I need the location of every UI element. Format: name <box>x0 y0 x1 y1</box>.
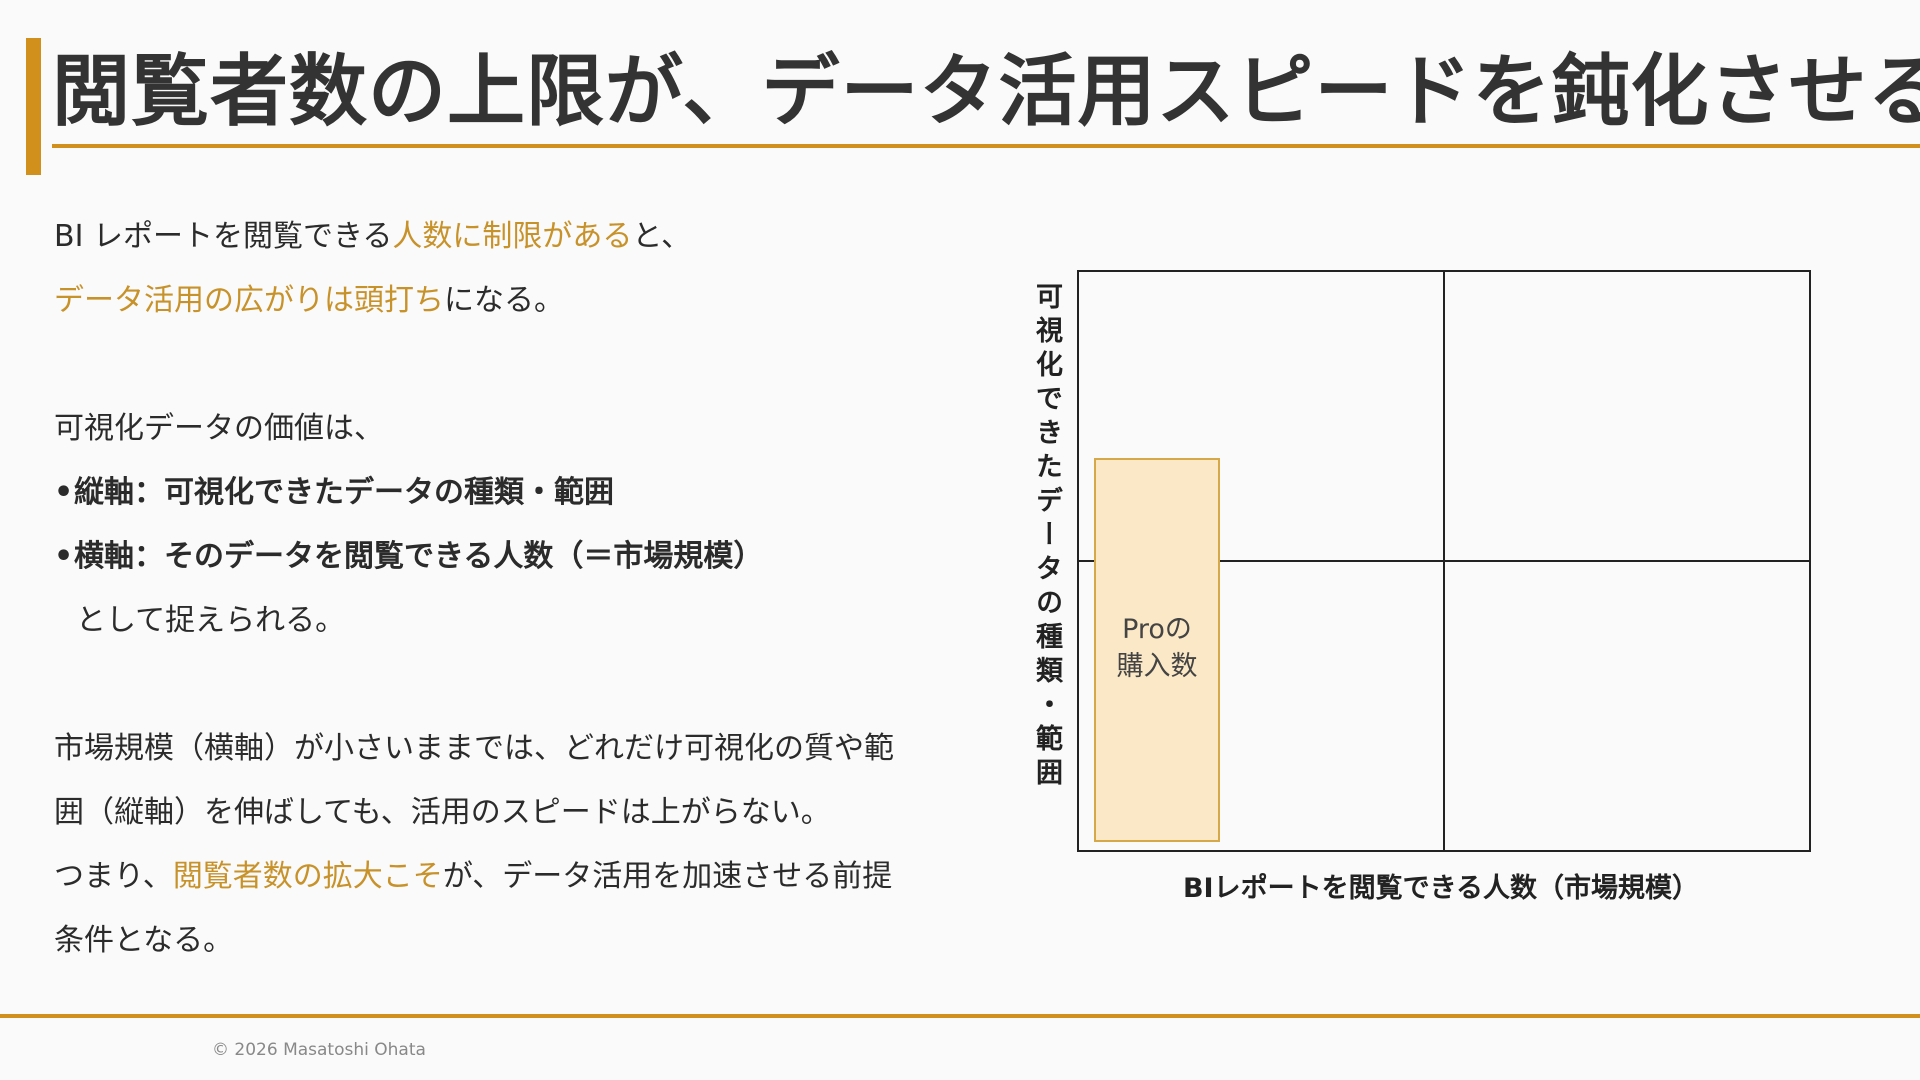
footer-rule <box>0 1014 1920 1018</box>
paragraph-6: つまり、閲覧者数の拡大こそが、データ活用を加速させる前提 <box>54 845 974 909</box>
spacer <box>54 333 974 397</box>
paragraph-3: 可視化データの価値は、 <box>54 411 384 446</box>
title-accent-bar <box>26 38 41 175</box>
p6-text-b: が、データ活用を加速させる前提 <box>442 859 893 894</box>
bullet-dot: • <box>54 475 74 510</box>
p2-highlight: データ活用の広がりは頭打ち <box>54 283 444 318</box>
bullet-vertical-axis: •縦軸：可視化できたデータの種類・範囲 <box>54 461 974 525</box>
slide-title: 閲覧者数の上限が、データ活用スピードを鈍化させる <box>52 44 1920 148</box>
p6-text-a: つまり、 <box>54 859 173 894</box>
paragraph-2: データ活用の広がりは頭打ちになる。 <box>54 269 974 333</box>
bullet-horizontal-axis: •横軸：そのデータを閲覧できる人数（＝市場規模） <box>54 525 974 589</box>
chart-y-axis-label: 可視化できたデータの種類・範囲 <box>1031 282 1062 792</box>
pro-purchase-box <box>1094 458 1220 842</box>
p1-text-b: と、 <box>632 219 692 254</box>
p2-text-b: になる。 <box>444 283 564 318</box>
paragraph-1: BI レポートを閲覧できる人数に制限があると、 <box>54 205 974 269</box>
p1-text-a: BI レポートを閲覧できる <box>54 219 393 254</box>
box-label-line-1: Proの <box>1122 614 1192 645</box>
bullet1-text: 縦軸：可視化できたデータの種類・範囲 <box>74 475 614 510</box>
body-text: BI レポートを閲覧できる人数に制限があると、 データ活用の広がりは頭打ちになる… <box>54 205 974 973</box>
copyright-footer: © 2026 Masatoshi Ohata <box>212 1040 426 1060</box>
box-label-line-2: 購入数 <box>1117 651 1198 682</box>
paragraph-6-line-2: 条件となる。 <box>54 923 234 958</box>
spacer <box>54 653 974 717</box>
paragraph-4: として捉えられる。 <box>76 603 346 638</box>
p6-highlight: 閲覧者数の拡大こそ <box>172 859 443 894</box>
paragraph-5-line-2: 囲（縦軸）を伸ばしても、活用のスピードは上がらない。 <box>54 795 831 830</box>
chart-x-axis-label: BIレポートを閲覧できる人数（市場規模） <box>1182 873 1700 904</box>
p1-highlight: 人数に制限がある <box>392 219 633 254</box>
quadrant-chart: Proの 購入数 <box>1077 270 1811 852</box>
bullet2-text: 横軸：そのデータを閲覧できる人数（＝市場規模） <box>74 539 764 574</box>
paragraph-5-line-1: 市場規模（横軸）が小さいままでは、どれだけ可視化の質や範 <box>54 731 894 766</box>
bullet-dot: • <box>54 539 74 574</box>
